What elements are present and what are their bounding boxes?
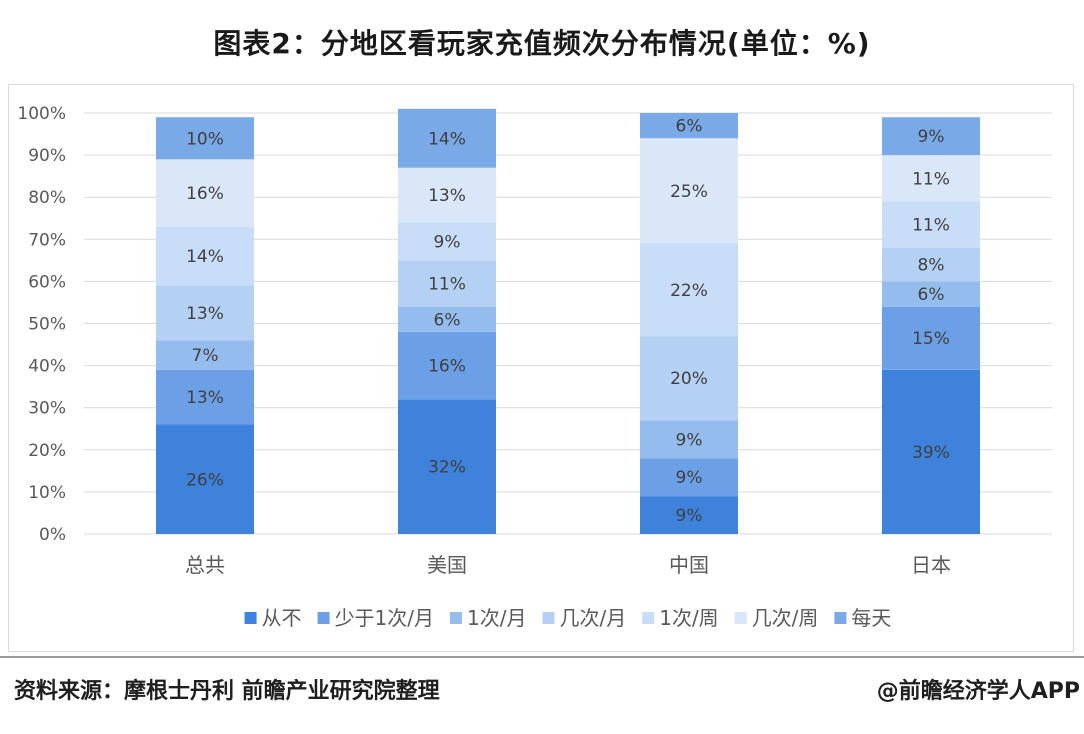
data-label: 6% [918,285,945,305]
y-tick-label: 60% [28,272,66,292]
chart-title: 图表2：分地区看玩家充值频次分布情况(单位：%) [213,27,871,60]
data-label: 20% [670,369,708,389]
data-label: 32% [428,458,466,478]
data-label: 25% [670,182,708,202]
y-tick-label: 10% [28,483,66,503]
bar-segment [398,306,496,332]
bar-segment [398,167,496,223]
bar-segment [398,260,496,307]
legend-swatch [450,612,463,624]
data-label: 10% [186,129,224,149]
bar-segment [398,108,496,168]
bar-segment [882,201,980,248]
legend-label: 每天 [851,606,891,630]
data-label: 22% [670,281,708,301]
data-label: 9% [676,430,703,450]
data-label: 9% [676,468,703,488]
data-label: 16% [428,357,466,377]
bar-segment [156,424,254,534]
data-label: 15% [912,329,950,349]
chart-frame [8,84,1074,652]
legend-swatch [244,612,257,624]
data-label: 7% [192,346,219,366]
bar-segment [640,496,738,534]
data-label: 13% [186,304,224,324]
data-label: 13% [428,186,466,206]
bar-segment [640,113,738,139]
bar-segment [398,399,496,534]
legend-swatch [642,612,655,624]
bar-segment [156,285,254,341]
bar-segment [640,336,738,421]
y-tick-label: 40% [28,357,66,377]
bar-segment [156,117,254,160]
data-label: 13% [186,388,224,408]
data-label: 14% [186,247,224,267]
y-tick-label: 30% [28,399,66,419]
y-tick-label: 100% [17,104,66,124]
bar-segment [398,331,496,400]
data-label: 16% [186,184,224,204]
legend-label: 几次/月 [559,606,626,630]
y-tick-label: 0% [39,525,66,545]
data-label: 26% [186,470,224,490]
data-label: 9% [434,232,461,252]
x-tick-label: 日本 [911,553,951,577]
y-tick-label: 50% [28,315,66,335]
legend-swatch [834,612,847,624]
bar-segment [640,458,738,497]
bar-segment [398,222,496,261]
y-tick-label: 20% [28,441,66,461]
source-note: 资料来源：摩根士丹利 前瞻产业研究院整理 [14,679,440,704]
bar-segment [156,369,254,425]
bar-segment [882,117,980,156]
bar-segment [156,340,254,370]
data-label: 8% [918,256,945,276]
data-label: 6% [434,310,461,330]
x-tick-label: 中国 [669,553,709,577]
data-label: 9% [918,127,945,147]
credit-text: @前瞻经济学人APP [876,679,1080,704]
y-tick-label: 80% [28,188,66,208]
bar-segment [156,159,254,227]
bar-segment [640,243,738,337]
data-label: 11% [428,275,466,295]
bar-segment [156,226,254,286]
bar-segment [882,247,980,282]
bar-segment [882,306,980,370]
legend-label: 几次/周 [752,606,819,630]
data-label: 9% [676,506,703,526]
data-label: 11% [912,169,950,189]
stacked-bar-chart: 0% 10% 20% 30% 40% 50% 60% 70% 80% 90% 100% 26% 13% 7… [17,104,1052,630]
bar-segment [640,420,738,459]
bar-segment [882,369,980,534]
legend-swatch [542,612,555,624]
y-tick-label: 90% [28,146,66,166]
bar-segment [882,155,980,202]
y-tick-label: 70% [28,230,66,250]
bar-segment [882,281,980,307]
x-tick-label: 总共 [185,553,225,577]
data-label: 14% [428,129,466,149]
legend-swatch [317,612,330,624]
data-label: 39% [912,443,950,463]
data-label: 6% [676,117,703,137]
legend-label: 1次/周 [659,606,718,630]
x-tick-label: 美国 [427,553,467,577]
footer-divider [0,656,1084,658]
legend-label: 少于1次/月 [335,606,434,630]
bar-segment [640,138,738,244]
legend-label: 1次/月 [467,606,526,630]
legend-label: 从不 [262,606,302,630]
data-label: 11% [912,216,950,236]
legend-swatch [734,612,747,624]
